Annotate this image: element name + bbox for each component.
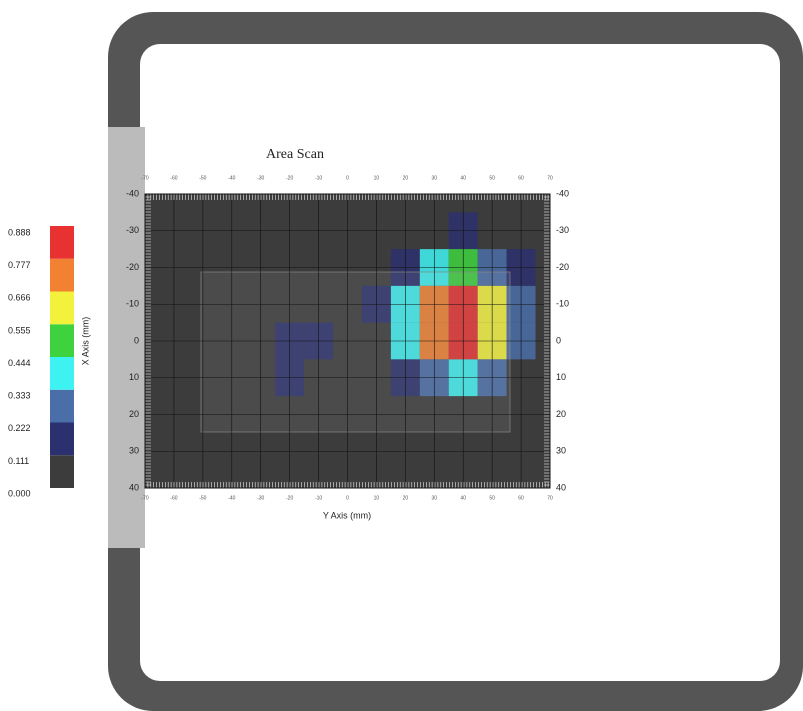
- axes: -70 -70 -60 -60 -50 -50 -40 -40 -30 -30 -20 -20 -10 -…: [126, 175, 569, 501]
- x-tick-label: 20: [403, 495, 409, 501]
- colorbar-label: 0.777: [8, 260, 31, 270]
- colorbar-box: [50, 291, 74, 325]
- chart-title: Area Scan: [266, 147, 324, 162]
- colorbar-label: 0.222: [8, 423, 31, 433]
- y-tick-label: 40: [129, 482, 139, 492]
- y-tick-label: -10: [126, 299, 139, 309]
- x-tick-label: -60: [170, 175, 177, 181]
- y-tick-label: 20: [129, 409, 139, 419]
- y-tick-label: 0: [134, 335, 139, 345]
- x-tick-label: -70: [141, 175, 148, 181]
- x-tick-label: -10: [315, 495, 322, 501]
- x-tick-label: -10: [315, 175, 322, 181]
- x-tick-label: 40: [460, 495, 466, 501]
- y-tick-label: -40: [556, 188, 569, 198]
- colorbar-label: 0.888: [8, 227, 31, 237]
- x-axis-label: Y Axis (mm): [323, 510, 371, 520]
- y-tick-label: -20: [556, 262, 569, 272]
- x-tick-label: 60: [518, 175, 524, 181]
- x-tick-label: -30: [257, 175, 264, 181]
- y-tick-label: -30: [556, 225, 569, 235]
- x-tick-label: -70: [141, 495, 148, 501]
- colorbar-box: [50, 226, 74, 259]
- colorbar-box: [50, 389, 74, 423]
- plot-border: [144, 193, 551, 489]
- x-tick-label: 20: [403, 175, 409, 181]
- colorbar-label: 0.555: [8, 325, 31, 335]
- x-tick-label: 70: [547, 495, 553, 501]
- colorbar-box: [50, 258, 74, 292]
- side-strip: [108, 127, 145, 548]
- x-tick-label: -20: [286, 495, 293, 501]
- y-tick-label: 40: [556, 482, 566, 492]
- x-tick-label: 70: [547, 175, 553, 181]
- device-outline: [200, 271, 511, 433]
- y-tick-label: -10: [556, 299, 569, 309]
- y-tick-label: 10: [556, 372, 566, 382]
- colorbar-box: [50, 324, 74, 357]
- x-tick-label: 10: [374, 175, 380, 181]
- y-tick-label: -20: [126, 262, 139, 272]
- colorbar-box: [50, 422, 74, 456]
- x-tick-label: 30: [432, 495, 438, 501]
- y-tick-label: 10: [129, 372, 139, 382]
- x-tick-label: 60: [518, 495, 524, 501]
- colorbar-box: [50, 357, 74, 390]
- x-tick-label: 40: [460, 175, 466, 181]
- y-axis-label: X Axis (mm): [80, 317, 90, 366]
- colorbar-box: [50, 455, 74, 488]
- x-tick-label: -40: [228, 175, 235, 181]
- x-tick-label: 0: [346, 175, 349, 181]
- x-tick-label: 0: [346, 495, 349, 501]
- x-tick-label: 30: [432, 175, 438, 181]
- colorbar-label: 0.666: [8, 293, 31, 303]
- colorbar-label: 0.333: [8, 391, 31, 401]
- x-tick-label: -50: [199, 175, 206, 181]
- y-tick-label: 0: [556, 335, 561, 345]
- x-tick-label: 50: [489, 495, 495, 501]
- y-tick-label: -30: [126, 225, 139, 235]
- y-tick-label: 30: [556, 446, 566, 456]
- y-tick-label: 30: [129, 446, 139, 456]
- colorbar-label: 0.111: [8, 456, 29, 466]
- x-tick-label: 50: [489, 175, 495, 181]
- x-tick-label: -20: [286, 175, 293, 181]
- x-tick-label: 10: [374, 495, 380, 501]
- y-tick-label: 20: [556, 409, 566, 419]
- x-tick-label: -40: [228, 495, 235, 501]
- colorbar-label: 0.000: [8, 488, 31, 498]
- y-tick-label: -40: [126, 188, 139, 198]
- colorbar-label: 0.444: [8, 358, 31, 368]
- x-tick-label: -50: [199, 495, 206, 501]
- x-tick-label: -60: [170, 495, 177, 501]
- x-tick-label: -30: [257, 495, 264, 501]
